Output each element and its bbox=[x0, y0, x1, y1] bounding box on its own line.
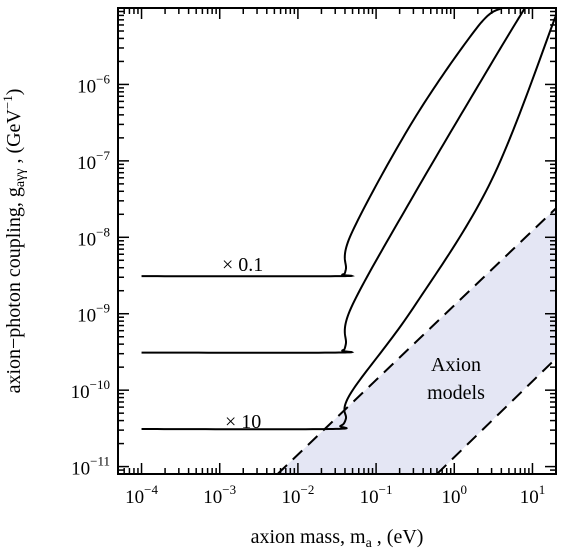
x-tick-label: 10−2 bbox=[281, 482, 314, 508]
plot-frame bbox=[117, 7, 557, 475]
series-line-1 bbox=[141, 8, 526, 354]
x-tick-label: 101 bbox=[520, 482, 546, 508]
x-tick-label: 100 bbox=[442, 482, 468, 508]
series-label-x10: × 10 bbox=[225, 411, 261, 433]
band-lower-dashed bbox=[436, 357, 556, 474]
y-axis-title-sub: aγγ bbox=[13, 169, 28, 188]
band-fill bbox=[277, 208, 556, 474]
series-line-0 bbox=[141, 8, 502, 278]
y-tick-label: 10−10 bbox=[71, 377, 110, 403]
label-layer: 10−4 10−3 10−2 10−1 100 101 10−11 10−10 10−9 10−8… bbox=[71, 71, 546, 508]
axion-models-band bbox=[276, 207, 556, 474]
x-axis-title-sub: a bbox=[366, 536, 373, 551]
x-tick-label: 10−1 bbox=[360, 482, 393, 508]
band-label-line1: Axion bbox=[431, 354, 481, 376]
series-layer bbox=[141, 8, 556, 431]
x-axis-title: axion mass, ma , (eV) bbox=[251, 526, 424, 551]
x-tick-label: 10−3 bbox=[203, 482, 236, 508]
y-tick-label: 10−7 bbox=[77, 148, 110, 174]
y-tick-label: 10−9 bbox=[77, 301, 110, 327]
y-tick-label: 10−8 bbox=[77, 224, 110, 250]
x-tick-label: 10−4 bbox=[125, 482, 158, 508]
y-axis-title: axion−photon coupling, gaγγ , (GeV−1) bbox=[0, 89, 28, 394]
series-line-2 bbox=[141, 15, 556, 431]
y-tick-label: 10−6 bbox=[77, 71, 110, 97]
band-label-line2: models bbox=[427, 382, 485, 404]
y-axis-title-sup: −1 bbox=[0, 95, 15, 109]
y-tick-label: 10−11 bbox=[71, 454, 110, 480]
series-label-x0.1: × 0.1 bbox=[222, 254, 263, 276]
